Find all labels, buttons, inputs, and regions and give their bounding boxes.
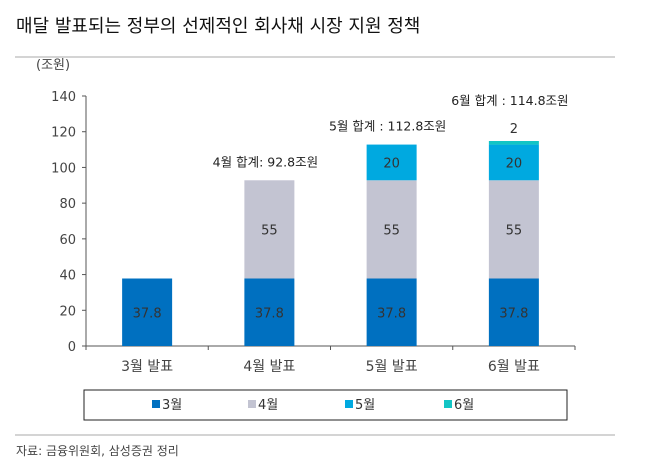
x-tick-label: 5월 발표 xyxy=(366,359,418,375)
y-tick-label: 60 xyxy=(59,233,76,248)
y-axis-unit: (조원) xyxy=(36,58,70,73)
data-label: 2 xyxy=(510,122,518,137)
y-tick-label: 40 xyxy=(59,269,76,284)
legend-label: 6월 xyxy=(454,398,474,413)
total-annotation: 6월 합계 : 114.8조원 xyxy=(451,93,568,108)
bar-segment-4월 xyxy=(244,180,295,279)
legend-swatch-5월 xyxy=(345,400,353,408)
x-tick-label: 6월 발표 xyxy=(488,359,540,375)
data-label: 55 xyxy=(506,223,523,238)
legend-swatch-6월 xyxy=(444,400,452,408)
chart-title: 매달 발표되는 정부의 선제적인 회사채 시장 지원 정책 xyxy=(16,16,420,37)
bar-segment-3월 xyxy=(244,278,295,346)
y-tick-label: 0 xyxy=(68,340,76,355)
data-label: 37.8 xyxy=(255,306,284,321)
data-label: 20 xyxy=(506,156,523,171)
bar-segment-3월 xyxy=(122,278,173,346)
legend-box xyxy=(83,389,568,421)
y-tick-label: 120 xyxy=(51,126,76,141)
bar-segment-5월 xyxy=(366,144,417,181)
data-label: 55 xyxy=(383,223,400,238)
total-annotation: 5월 합계 : 112.8조원 xyxy=(329,119,446,134)
legend-swatch-3월 xyxy=(152,400,160,408)
data-label: 37.8 xyxy=(133,306,162,321)
bar-segment-5월 xyxy=(488,144,539,181)
bar-segment-6월 xyxy=(488,141,539,145)
x-tick-label: 3월 발표 xyxy=(121,359,173,375)
data-label: 37.8 xyxy=(377,306,406,321)
bar-segment-3월 xyxy=(488,278,539,346)
source-note: 자료: 금융위원회, 삼성증권 정리 xyxy=(16,444,179,458)
bar-segment-4월 xyxy=(488,180,539,279)
x-tick-label: 4월 발표 xyxy=(243,359,295,375)
y-tick-label: 100 xyxy=(51,161,76,176)
legend: 3월 4월 5월 6월 xyxy=(152,398,474,413)
legend-label: 3월 xyxy=(162,398,182,413)
bar-segment-3월 xyxy=(366,278,417,346)
y-tick-label: 140 xyxy=(51,90,76,105)
bar-segment-4월 xyxy=(366,180,417,279)
y-tick-label: 20 xyxy=(59,304,76,319)
legend-swatch-4월 xyxy=(248,400,256,408)
legend-label: 5월 xyxy=(355,398,375,413)
data-label: 37.8 xyxy=(499,306,528,321)
data-label: 20 xyxy=(383,156,400,171)
y-tick-label: 80 xyxy=(59,197,76,212)
data-label: 55 xyxy=(261,223,278,238)
total-annotation: 4월 합계: 92.8조원 xyxy=(213,154,318,169)
legend-label: 4월 xyxy=(258,398,278,413)
